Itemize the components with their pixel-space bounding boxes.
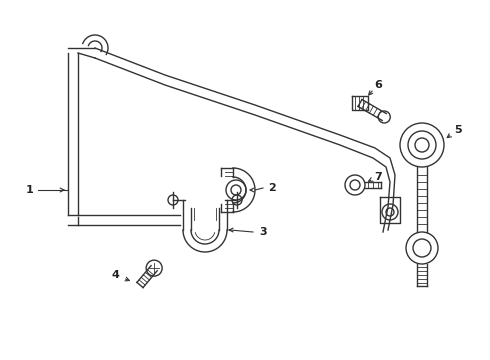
Text: 5: 5 [454,125,462,135]
Text: 3: 3 [259,227,267,237]
Text: 1: 1 [26,185,34,195]
Text: 4: 4 [111,270,119,280]
Text: 6: 6 [374,80,382,90]
Text: 2: 2 [268,183,276,193]
Text: 7: 7 [374,172,382,182]
